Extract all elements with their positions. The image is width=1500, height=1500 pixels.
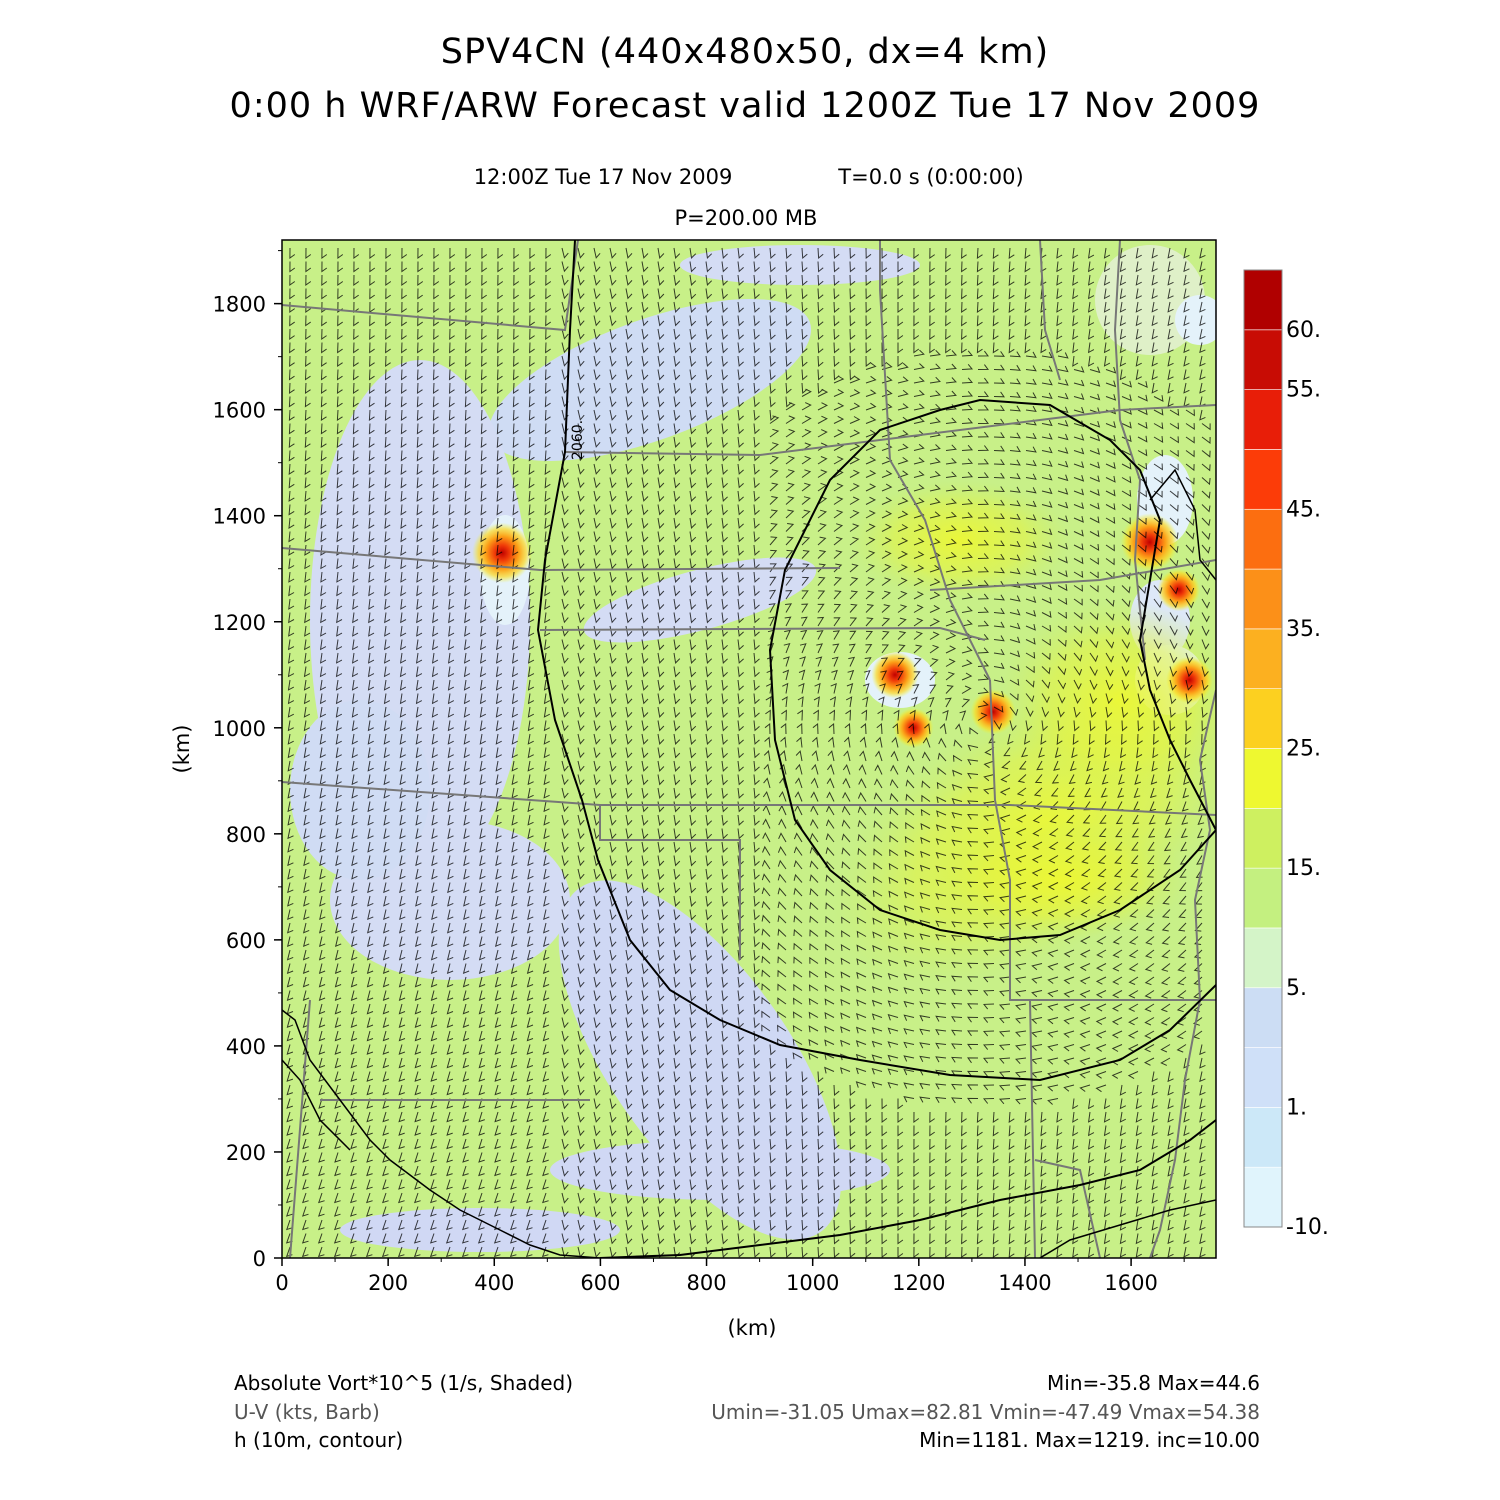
colorbar-label: 1. <box>1286 1095 1307 1120</box>
vorticity-stats: Min=-35.8 Max=44.6 <box>1047 1371 1260 1395</box>
vorticity-legend-label: Absolute Vort*10^5 (1/s, Shaded) <box>234 1371 573 1395</box>
contour-label: 2060. <box>570 420 586 460</box>
colorbar-swatch <box>1243 568 1283 630</box>
colorbar-swatch <box>1243 867 1283 929</box>
wind-barb-field <box>285 247 1211 1258</box>
x-tick-label: 200 <box>368 1271 408 1295</box>
x-axis-label: (km) <box>727 1316 776 1340</box>
y-tick-label: 800 <box>226 823 266 847</box>
y-tick-label: 1200 <box>213 611 266 635</box>
vorticity-maximum <box>871 651 919 699</box>
colorbar-swatch <box>1243 1047 1283 1108</box>
colorbar-swatch <box>1243 329 1283 390</box>
colorbar-swatch <box>1243 927 1283 989</box>
colorbar-swatch <box>1243 808 1283 869</box>
vorticity-maxima <box>472 513 1213 748</box>
chart-title-line2: 0:00 h WRF/ARW Forecast valid 1200Z Tue … <box>230 86 1261 126</box>
wind-barbs <box>285 247 1211 1258</box>
y-tick-label: 400 <box>226 1035 266 1059</box>
x-tick-label: 1200 <box>892 1271 945 1295</box>
colorbar-swatch <box>1243 688 1283 749</box>
x-tick-label: 1000 <box>786 1271 839 1295</box>
plot-area: 2060. <box>282 240 1216 1258</box>
vorticity-maximum <box>1157 568 1201 612</box>
colorbar-swatch <box>1243 508 1283 570</box>
x-tick-label: 0 <box>275 1271 288 1295</box>
colorbar-label: 5. <box>1286 976 1307 1001</box>
vorticity-maximum <box>970 689 1016 735</box>
y-tick-label: 200 <box>226 1141 266 1165</box>
colorbar-swatch <box>1243 269 1283 331</box>
x-tick-label: 400 <box>474 1271 514 1295</box>
colorbar-label: 15. <box>1286 856 1321 881</box>
x-tick-label: 600 <box>580 1271 620 1295</box>
vorticity-maximum <box>1165 656 1213 704</box>
colorbar-swatch <box>1243 1107 1283 1168</box>
colorbar-swatch <box>1243 1166 1283 1228</box>
y-axis-label: (km) <box>170 724 194 773</box>
wind-legend-label: U-V (kts, Barb) <box>234 1400 380 1424</box>
plot-frame <box>281 239 1217 1259</box>
valid-time-label: 12:00Z Tue 17 Nov 2009 <box>474 165 733 189</box>
height-stats: Min=1181. Max=1219. inc=10.00 <box>919 1428 1260 1452</box>
x-tick-label: 1400 <box>998 1271 1051 1295</box>
axes-ticks: 0 200 400 600 800 1000 1200 1400 1600 0 200 400 600 8… <box>213 250 1185 1295</box>
x-tick-label: 1600 <box>1104 1271 1157 1295</box>
colorbar-swatch <box>1243 987 1283 1048</box>
colorbar-label: 55. <box>1286 378 1321 403</box>
colorbar-swatch <box>1243 449 1283 510</box>
wind-stats: Umin=-31.05 Umax=82.81 Vmin=-47.49 Vmax=… <box>711 1400 1260 1424</box>
y-tick-label: 1400 <box>213 505 266 529</box>
y-tick-label: 600 <box>226 929 266 953</box>
elapsed-time-label: T=0.0 s (0:00:00) <box>837 165 1023 189</box>
colorbar-label: 60. <box>1286 318 1321 343</box>
colorbar-swatch <box>1243 628 1283 689</box>
y-tick-label: 1600 <box>213 399 266 423</box>
y-tick-label: 1000 <box>213 717 266 741</box>
colorbar-label: 45. <box>1286 497 1321 522</box>
height-legend-label: h (10m, contour) <box>234 1428 403 1452</box>
colorbar-label: 35. <box>1286 617 1321 642</box>
colorbar-label: -10. <box>1286 1215 1329 1240</box>
coastlines <box>282 468 1216 1258</box>
x-tick-label: 800 <box>686 1271 726 1295</box>
y-tick-label: 1800 <box>213 293 266 317</box>
colorbar-frame <box>1243 269 1283 1228</box>
chart-title-line1: SPV4CN (440x480x50, dx=4 km) <box>441 32 1049 72</box>
height-contours <box>536 240 1216 1258</box>
colorbar-label: 25. <box>1286 737 1321 762</box>
pressure-level-label: P=200.00 MB <box>675 206 818 230</box>
colorbar-swatch <box>1243 748 1283 809</box>
colorbar: 60. 55. 45. 35. 25. 15. 5. 1. -10. <box>1243 269 1329 1240</box>
y-tick-label: 0 <box>253 1247 266 1271</box>
colorbar-swatch <box>1243 389 1283 450</box>
